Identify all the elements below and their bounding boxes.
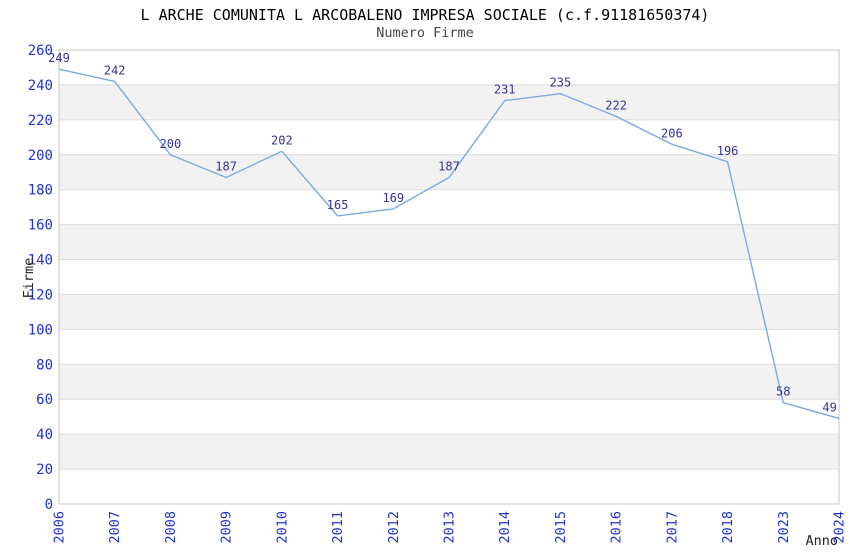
x-axis-tick-label: 2010 [274, 511, 290, 544]
y-axis-tick-label: 180 [28, 183, 53, 199]
x-axis-tick-label: 2017 [664, 511, 680, 544]
data-point-label: 242 [104, 63, 126, 77]
x-axis-tick-label: 2023 [776, 511, 792, 544]
y-axis-tick-label: 40 [36, 427, 53, 443]
y-axis-tick-label: 140 [28, 253, 53, 269]
data-point-label: 169 [382, 191, 404, 205]
y-axis-tick-label: 100 [28, 322, 53, 338]
data-point-label: 231 [494, 83, 516, 97]
y-axis-tick-label: 120 [28, 287, 53, 303]
y-axis-tick-label: 0 [45, 497, 53, 513]
data-point-label: 58 [776, 385, 790, 399]
chart-title: L ARCHE COMUNITA L ARCOBALENO IMPRESA SO… [141, 6, 710, 24]
data-point-label: 200 [160, 137, 182, 151]
data-point-label: 187 [438, 159, 460, 173]
x-axis-tick-label: 2012 [386, 511, 402, 544]
x-axis-tick-label: 2011 [330, 511, 346, 544]
plot-border [58, 49, 840, 505]
data-point-label: 206 [661, 126, 683, 140]
grid-band [59, 154, 839, 190]
y-axis-tick-label: 260 [28, 43, 53, 59]
y-axis-tick-label: 220 [28, 113, 53, 129]
x-axis-tick-label: 2009 [219, 511, 235, 544]
y-axis-tick-label: 200 [28, 148, 53, 164]
data-point-label: 196 [717, 144, 739, 158]
data-point-label: 165 [327, 198, 349, 212]
y-axis-tick-label: 240 [28, 78, 53, 94]
grid-band [59, 294, 839, 330]
x-axis-title: Anno [805, 533, 838, 549]
data-point-label: 235 [550, 76, 572, 90]
x-axis-tick-label: 2018 [720, 511, 736, 544]
grid-band [59, 364, 839, 400]
chart-subtitle: Numero Firme [376, 25, 474, 41]
x-axis-tick-label: 2007 [107, 511, 123, 544]
x-axis-tick-label: 2006 [52, 511, 68, 544]
y-axis-title: Firme [21, 258, 37, 299]
data-point-label: 222 [605, 98, 627, 112]
x-axis-tick-label: 2024 [832, 511, 848, 544]
x-axis-tick-label: 2008 [163, 511, 179, 544]
y-axis-tick-label: 20 [36, 462, 53, 478]
y-axis-tick-label: 60 [36, 392, 53, 408]
data-point-label: 187 [215, 159, 237, 173]
x-axis-tick-label: 2015 [553, 511, 569, 544]
y-axis-tick-label: 160 [28, 218, 53, 234]
grid-band [59, 434, 839, 470]
plot-area: 0 20 40 60 80 100 120 140 160 180 200 220 240 260 2006… [28, 43, 848, 544]
x-axis-tick-label: 2013 [442, 511, 458, 544]
data-point-label: 202 [271, 133, 293, 147]
y-axis-tick-label: 80 [36, 357, 53, 373]
grid-band [59, 224, 839, 260]
grid-band [59, 84, 839, 120]
data-point-label: 249 [48, 51, 70, 65]
x-axis-tick-label: 2016 [609, 511, 625, 544]
data-line [58, 68, 840, 420]
data-point-label: 49 [822, 400, 836, 414]
x-axis-tick-label: 2014 [497, 511, 513, 544]
